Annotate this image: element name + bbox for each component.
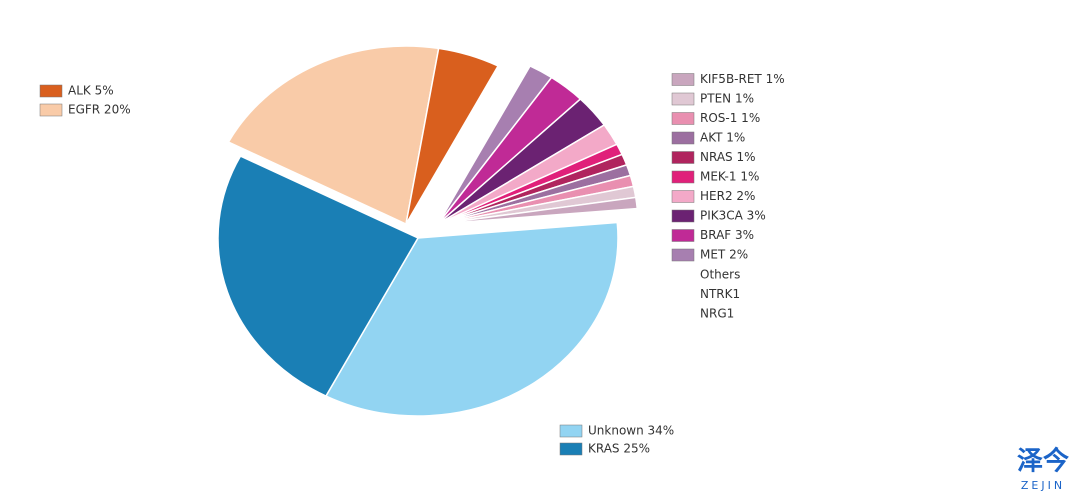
pie-slice bbox=[405, 47, 500, 225]
legend-note: NRG1 bbox=[700, 307, 734, 321]
legend-label: KIF5B-RET 1% bbox=[700, 72, 785, 86]
legend-swatch bbox=[39, 103, 63, 117]
legend-swatch bbox=[671, 131, 695, 145]
legend-label: PTEN 1% bbox=[700, 92, 754, 106]
watermark: 泽今 bbox=[1017, 446, 1069, 477]
legend-label: ALK 5% bbox=[68, 84, 114, 98]
pie-slice bbox=[217, 155, 420, 397]
legend-swatch bbox=[671, 112, 695, 125]
legend-swatch bbox=[39, 84, 63, 98]
legend-label: Unknown 34% bbox=[588, 424, 674, 438]
legend-label: PIK3CA 3% bbox=[700, 209, 766, 223]
legend-label: AKT 1% bbox=[700, 131, 745, 145]
legend-swatch bbox=[559, 424, 583, 438]
legend-label: KRAS 25% bbox=[588, 442, 650, 456]
legend-label: MEK-1 1% bbox=[700, 170, 759, 184]
legend-label: HER2 2% bbox=[700, 189, 755, 203]
legend-label: NRAS 1% bbox=[700, 150, 756, 164]
legend-swatch bbox=[671, 190, 695, 203]
legend-swatch bbox=[671, 209, 695, 223]
legend-swatch bbox=[671, 229, 695, 242]
watermark-subtext: ZEJIN bbox=[1021, 479, 1065, 492]
legend-label: MET 2% bbox=[700, 248, 748, 262]
legend-swatch bbox=[671, 73, 695, 86]
pie-slice bbox=[227, 45, 440, 226]
legend-note: Others bbox=[700, 268, 740, 282]
legend-label: BRAF 3% bbox=[700, 228, 754, 242]
legend-note: NTRK1 bbox=[700, 287, 740, 301]
legend-swatch bbox=[671, 151, 695, 164]
legend-label: EGFR 20% bbox=[68, 103, 131, 117]
legend-swatch bbox=[671, 92, 695, 106]
legend-swatch bbox=[671, 248, 695, 262]
legend-swatch bbox=[671, 170, 695, 184]
legend-label: ROS-1 1% bbox=[700, 111, 760, 125]
pie-slice bbox=[437, 196, 639, 225]
legend-swatch bbox=[559, 442, 583, 456]
